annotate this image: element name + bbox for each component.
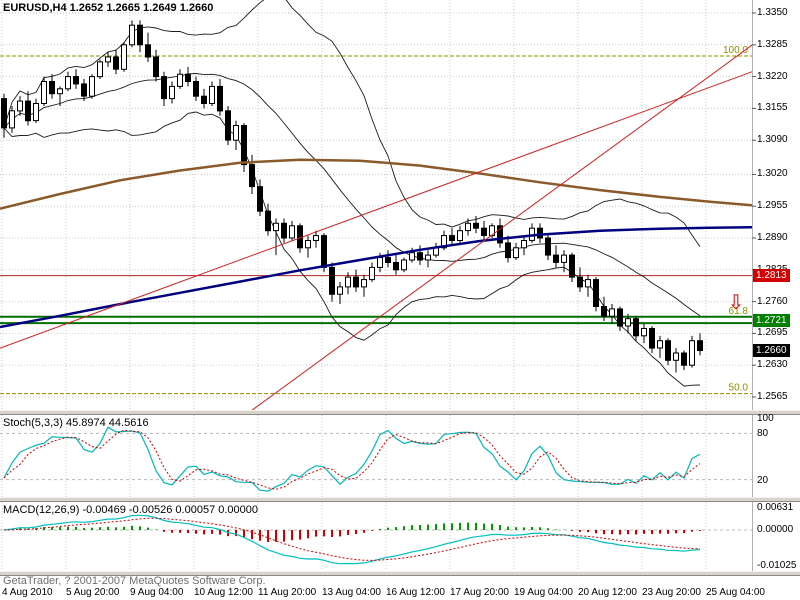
- sell-arrow-icon[interactable]: ⇩: [728, 292, 745, 314]
- fib-level-label: 100.0: [723, 45, 748, 56]
- time-axis-label: 20 Aug 12:00: [578, 587, 637, 598]
- time-axis-label: 10 Aug 12:00: [194, 587, 253, 598]
- price-tag: 1.2660: [753, 343, 790, 357]
- macd-line: [3, 514, 701, 565]
- stoch-indicator-label: Stoch(5,3,3) 45.8974 44.5616: [3, 417, 149, 429]
- panel-splitter[interactable]: [0, 497, 800, 502]
- price-axis-label: 1.3090: [757, 134, 788, 146]
- watermark: GetaTrader, ? 2001-2007 MetaQuotes Softw…: [3, 575, 266, 587]
- macd-indicator-label: MACD(12,26,9) -0.00469 -0.00526 0.00057 …: [3, 504, 259, 516]
- time-axis-label: 9 Aug 04:00: [130, 587, 184, 598]
- time-axis-label: 13 Aug 04:00: [322, 587, 381, 598]
- time-axis-label: 16 Aug 12:00: [386, 587, 445, 598]
- macd-axis-label: -0.01025: [757, 559, 797, 571]
- price-axis-label: 1.3020: [757, 168, 788, 180]
- trendlines[interactable]: [0, 10, 800, 410]
- candles-layer: [1, 20, 703, 373]
- grid-layer: [0, 0, 752, 571]
- fibonacci-layer[interactable]: 100.0 61.8 50.0: [0, 45, 752, 395]
- price-axis-label: 1.2760: [757, 295, 788, 307]
- price-axis-label: 1.2890: [757, 232, 788, 244]
- fib-level-label: 61.8: [729, 306, 749, 317]
- price-axis-label: 1.3285: [757, 38, 788, 50]
- time-axis-label: 17 Aug 20:00: [450, 587, 509, 598]
- bollinger-bands: [3, 0, 701, 387]
- macd-axis-label: 0.00631: [757, 501, 794, 513]
- macd-signal-line: [3, 517, 701, 561]
- price-axis-label: 1.2630: [757, 359, 788, 371]
- time-axis-label: 25 Aug 04:00: [706, 587, 765, 598]
- price-axis-label: 1.3350: [757, 7, 788, 18]
- time-axis-label: 11 Aug 20:00: [258, 587, 317, 598]
- stoch-axis-label: 20: [757, 474, 769, 486]
- panel-splitter[interactable]: [0, 410, 800, 415]
- time-axis-label: 5 Aug 20:00: [66, 587, 120, 598]
- stoch-signal-line: [3, 429, 701, 490]
- stochastic-panel: [0, 426, 752, 492]
- macd-axis-label: 0.00000: [757, 524, 794, 535]
- symbol-ohlc-title: EURUSD,H4 1.2652 1.2665 1.2649 1.2660: [3, 2, 214, 14]
- moving-averages: [0, 158, 752, 329]
- stoch-axis-label: 80: [757, 428, 769, 440]
- price-axis-label: 1.2955: [757, 200, 788, 212]
- fib-level-label: 50.0: [729, 383, 749, 394]
- time-axis[interactable]: 4 Aug 2010 5 Aug 20:00 9 Aug 04:00 10 Aug 1…: [0, 587, 800, 600]
- price-axis-label: 1.2695: [757, 327, 788, 339]
- panel-splitter[interactable]: [0, 571, 800, 576]
- time-axis-label: 4 Aug 2010: [2, 587, 53, 598]
- price-panel: 100.0 61.8 50.0 ⇩: [0, 0, 800, 410]
- stoch-axis-label: 100: [757, 413, 774, 424]
- price-axis-label: 1.3220: [757, 70, 788, 82]
- price-axis-label: 1.3155: [757, 102, 788, 114]
- stoch-main-line: [3, 426, 701, 492]
- time-axis-label: 23 Aug 20:00: [642, 587, 701, 598]
- price-tag: 1.2813: [753, 268, 790, 282]
- price-tag: 1.2721: [753, 313, 790, 327]
- macd-panel: [0, 514, 752, 565]
- price-axis[interactable]: 1.3350 1.3285 1.3220 1.3155 1.3090 1.3020 1.29…: [752, 0, 800, 576]
- price-axis-label: 1.2565: [757, 390, 788, 402]
- time-axis-label: 19 Aug 04:00: [514, 587, 573, 598]
